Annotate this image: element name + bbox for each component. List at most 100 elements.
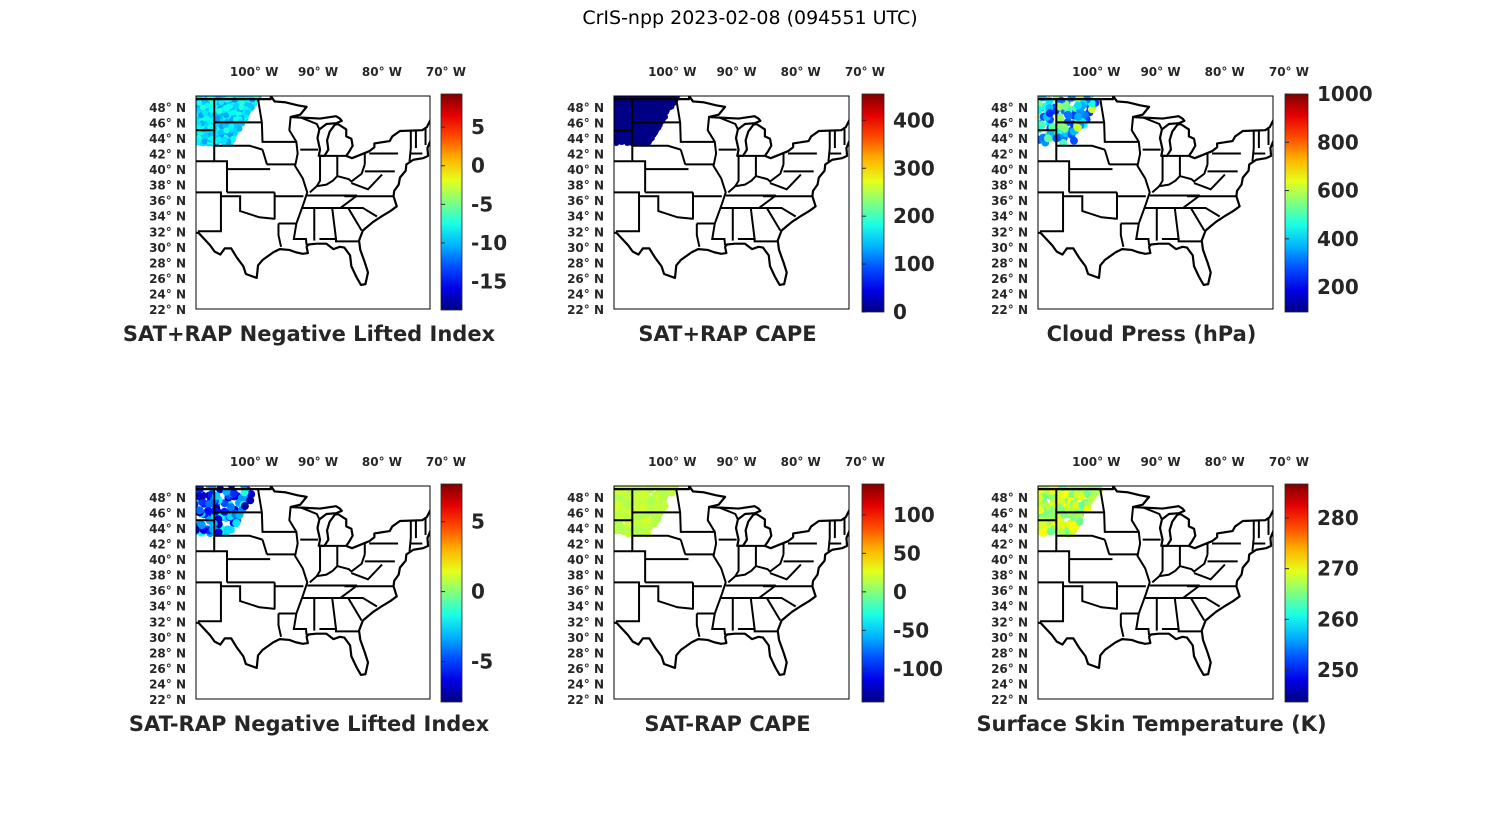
lat-tick-label: 24° N bbox=[149, 287, 186, 301]
state-border bbox=[769, 563, 802, 581]
lat-tick-label: 26° N bbox=[991, 662, 1028, 676]
data-point bbox=[614, 109, 618, 116]
data-point bbox=[236, 125, 243, 132]
data-point bbox=[1069, 486, 1078, 492]
data-point bbox=[197, 521, 206, 530]
colorbar bbox=[440, 483, 463, 703]
lon-tick-label: 90° W bbox=[298, 65, 338, 79]
lat-tick-label: 44° N bbox=[991, 132, 1028, 146]
data-point bbox=[649, 128, 656, 135]
map-panel-1: 100° W 90° W 80° W 70° W 48° N46° N 44° N 42° … bbox=[123, 65, 507, 346]
data-point bbox=[1082, 505, 1091, 514]
lon-tick-label: 80° W bbox=[781, 455, 821, 469]
data-point bbox=[614, 501, 623, 510]
state-border bbox=[261, 539, 268, 555]
state-border bbox=[339, 194, 358, 209]
data-point bbox=[621, 102, 628, 109]
state-border bbox=[309, 554, 366, 584]
map-frame bbox=[1037, 95, 1274, 310]
state-border bbox=[309, 164, 366, 194]
data-point bbox=[223, 127, 230, 134]
state-border bbox=[1063, 195, 1118, 220]
lat-tick-label: 46° N bbox=[149, 506, 186, 520]
state-border bbox=[351, 173, 383, 191]
lat-tick-label: 42° N bbox=[991, 538, 1028, 552]
panel-title: SAT+RAP Negative Lifted Index bbox=[123, 322, 496, 346]
data-point bbox=[1038, 528, 1047, 537]
data-point bbox=[218, 98, 225, 105]
data-point bbox=[214, 115, 221, 122]
data-point bbox=[614, 511, 621, 520]
map-frame bbox=[613, 95, 850, 310]
data-point bbox=[196, 492, 203, 501]
state-border bbox=[288, 506, 309, 636]
state-border bbox=[675, 488, 715, 533]
state-border bbox=[675, 98, 715, 143]
lon-tick-label: 70° W bbox=[845, 65, 885, 79]
colorbar-tick-label: 0 bbox=[893, 300, 907, 324]
lat-tick-label: 38° N bbox=[567, 179, 604, 193]
lat-tick-label: 48° N bbox=[991, 491, 1028, 505]
data-point bbox=[198, 498, 207, 507]
panel-title: SAT+RAP CAPE bbox=[638, 322, 816, 346]
lat-tick-label: 42° N bbox=[149, 148, 186, 162]
lat-tick-label: 40° N bbox=[149, 163, 186, 177]
map-panel-3: 100° W 90° W 80° W 70° W 48° N46° N 44° N 42° … bbox=[991, 65, 1373, 346]
data-point bbox=[633, 135, 640, 142]
colorbar-tick-label: 0 bbox=[471, 154, 485, 178]
data-point bbox=[247, 102, 254, 109]
state-border bbox=[1130, 506, 1151, 636]
lat-tick-label: 40° N bbox=[991, 163, 1028, 177]
data-point bbox=[660, 488, 669, 497]
state-border bbox=[1056, 534, 1106, 541]
data-point bbox=[1046, 527, 1055, 536]
data-point bbox=[244, 109, 251, 116]
data-point bbox=[227, 486, 236, 489]
lat-tick-label: 22° N bbox=[991, 693, 1028, 707]
state-border bbox=[737, 238, 778, 243]
lat-tick-label: 22° N bbox=[567, 303, 604, 317]
state-border bbox=[1143, 116, 1163, 130]
data-point bbox=[196, 525, 200, 534]
state-border bbox=[1161, 238, 1202, 243]
state-border bbox=[1151, 554, 1209, 584]
panel-title: Cloud Press (hPa) bbox=[1047, 322, 1257, 346]
data-point bbox=[208, 106, 215, 113]
colorbar-tick-label: -15 bbox=[471, 269, 507, 293]
state-border bbox=[614, 191, 641, 233]
lon-tick-label: 90° W bbox=[1140, 455, 1180, 469]
state-border bbox=[408, 130, 412, 162]
swath-data bbox=[614, 486, 680, 538]
lat-tick-label: 30° N bbox=[567, 241, 604, 255]
colorbar-tick-label: 100 bbox=[893, 252, 935, 276]
lat-tick-label: 38° N bbox=[991, 179, 1028, 193]
state-border bbox=[1182, 194, 1201, 209]
lat-tick-label: 40° N bbox=[149, 553, 186, 567]
state-border bbox=[1143, 506, 1163, 520]
lat-tick-label: 28° N bbox=[567, 646, 604, 660]
swath-data bbox=[1038, 96, 1100, 147]
state-border bbox=[706, 116, 727, 246]
colorbar-tick-label: 800 bbox=[1317, 130, 1359, 154]
colorbar-tick-label: 200 bbox=[893, 204, 935, 228]
data-point bbox=[215, 136, 222, 143]
lat-tick-label: 26° N bbox=[149, 662, 186, 676]
state-border bbox=[734, 155, 740, 187]
lat-tick-label: 40° N bbox=[567, 553, 604, 567]
data-point bbox=[654, 112, 661, 119]
state-border bbox=[220, 195, 276, 220]
data-point bbox=[238, 104, 245, 111]
state-border bbox=[1193, 563, 1226, 581]
state-border bbox=[261, 149, 268, 165]
data-point bbox=[1038, 506, 1045, 515]
data-point bbox=[240, 502, 249, 511]
data-point bbox=[196, 99, 203, 106]
state-border bbox=[1173, 207, 1180, 240]
lat-tick-label: 28° N bbox=[991, 256, 1028, 270]
lon-tick-label: 70° W bbox=[845, 455, 885, 469]
lat-tick-label: 32° N bbox=[149, 225, 186, 239]
state-border bbox=[639, 195, 694, 220]
state-border bbox=[727, 554, 785, 584]
state-border bbox=[1158, 155, 1164, 187]
lat-tick-label: 26° N bbox=[567, 272, 604, 286]
